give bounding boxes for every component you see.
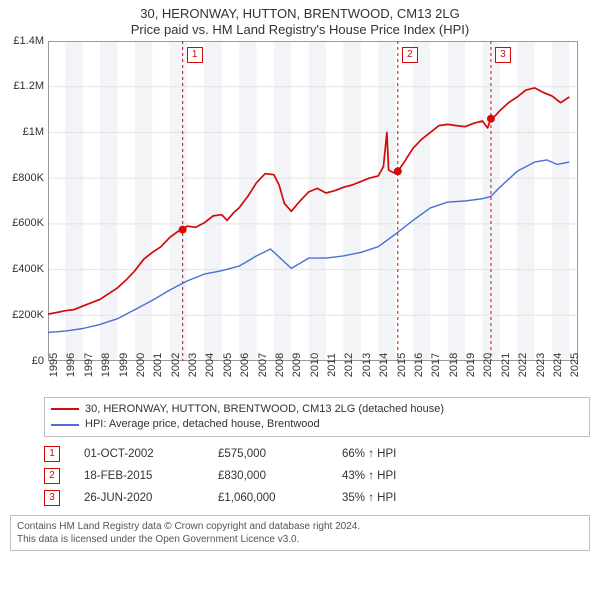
sale-number-badge: 2 — [44, 468, 60, 484]
x-axis-label: 2021 — [500, 352, 512, 376]
sale-vs-hpi: 43% ↑ HPI — [342, 470, 432, 482]
legend-item-hpi: HPI: Average price, detached house, Bren… — [51, 417, 583, 432]
y-axis-label: £0 — [32, 355, 44, 367]
sale-date: 01-OCT-2002 — [84, 448, 194, 460]
legend-item-property: 30, HERONWAY, HUTTON, BRENTWOOD, CM13 2L… — [51, 402, 583, 417]
sale-number-badge: 1 — [44, 446, 60, 462]
x-axis-label: 1998 — [100, 352, 112, 376]
x-axis-label: 2017 — [430, 352, 442, 376]
sale-marker-badge: 2 — [402, 47, 418, 63]
sale-price: £575,000 — [218, 448, 318, 460]
y-axis-label: £1.2M — [13, 80, 44, 92]
sale-date: 26-JUN-2020 — [84, 492, 194, 504]
x-axis-label: 2001 — [152, 352, 164, 376]
x-axis-label: 2000 — [135, 352, 147, 376]
x-axis-label: 1997 — [83, 352, 95, 376]
sales-row: 3 26-JUN-2020 £1,060,000 35% ↑ HPI — [44, 487, 590, 509]
x-axis-label: 2020 — [482, 352, 494, 376]
sale-number-badge: 3 — [44, 490, 60, 506]
x-axis-label: 2011 — [326, 353, 338, 377]
x-axis-label: 2023 — [535, 352, 547, 376]
x-axis-label: 2019 — [465, 352, 477, 376]
legend: 30, HERONWAY, HUTTON, BRENTWOOD, CM13 2L… — [44, 397, 590, 438]
x-axis-label: 2009 — [291, 352, 303, 376]
y-axis-label: £200K — [12, 309, 44, 321]
attribution-line1: Contains HM Land Registry data © Crown c… — [17, 520, 583, 533]
x-axis-label: 2024 — [552, 352, 564, 376]
x-axis-label: 2014 — [378, 352, 390, 376]
sales-table: 1 01-OCT-2002 £575,000 66% ↑ HPI 2 18-FEB-201… — [44, 443, 590, 509]
data-attribution: Contains HM Land Registry data © Crown c… — [10, 515, 590, 551]
x-axis-label: 2005 — [222, 352, 234, 376]
legend-swatch-property — [51, 408, 79, 410]
title-address: 30, HERONWAY, HUTTON, BRENTWOOD, CM13 2L… — [0, 6, 600, 22]
y-axis-label: £1.4M — [13, 35, 44, 47]
legend-label-property: 30, HERONWAY, HUTTON, BRENTWOOD, CM13 2L… — [85, 402, 444, 417]
x-axis-label: 2007 — [257, 352, 269, 376]
y-axis-label: £600K — [12, 217, 44, 229]
x-axis-label: 1996 — [65, 352, 77, 376]
sale-vs-hpi: 66% ↑ HPI — [342, 448, 432, 460]
x-axis-label: 2006 — [239, 352, 251, 376]
sale-date: 18-FEB-2015 — [84, 470, 194, 482]
sale-price: £830,000 — [218, 470, 318, 482]
title-subtitle: Price paid vs. HM Land Registry's House … — [0, 22, 600, 38]
legend-swatch-hpi — [51, 424, 79, 426]
sale-vs-hpi: 35% ↑ HPI — [342, 492, 432, 504]
sales-row: 1 01-OCT-2002 £575,000 66% ↑ HPI — [44, 443, 590, 465]
x-axis-label: 2004 — [204, 352, 216, 376]
chart-area: £0£200K£400K£600K£800K£1M£1.2M£1.4M19951… — [48, 41, 578, 361]
attribution-line2: This data is licensed under the Open Gov… — [17, 533, 583, 546]
x-axis-label: 2022 — [517, 352, 529, 376]
x-axis-label: 2010 — [309, 352, 321, 376]
sales-row: 2 18-FEB-2015 £830,000 43% ↑ HPI — [44, 465, 590, 487]
x-axis-label: 2018 — [448, 352, 460, 376]
x-axis-label: 2002 — [170, 352, 182, 376]
x-axis-label: 2012 — [343, 352, 355, 376]
legend-label-hpi: HPI: Average price, detached house, Bren… — [85, 417, 320, 432]
x-axis-label: 1995 — [48, 352, 60, 376]
sale-price: £1,060,000 — [218, 492, 318, 504]
sale-marker-badge: 1 — [187, 47, 203, 63]
x-axis-label: 2013 — [361, 352, 373, 376]
x-axis-label: 2008 — [274, 352, 286, 376]
x-axis-label: 2016 — [413, 352, 425, 376]
x-axis-label: 2015 — [396, 352, 408, 376]
x-axis-label: 1999 — [118, 352, 130, 376]
y-axis-label: £1M — [23, 126, 44, 138]
y-axis-label: £400K — [12, 263, 44, 275]
sale-marker-badge: 3 — [495, 47, 511, 63]
y-axis-label: £800K — [12, 172, 44, 184]
chart-title: 30, HERONWAY, HUTTON, BRENTWOOD, CM13 2L… — [0, 0, 600, 39]
line-chart — [48, 41, 578, 361]
x-axis-label: 2003 — [187, 352, 199, 376]
x-axis-label: 2025 — [569, 352, 581, 376]
